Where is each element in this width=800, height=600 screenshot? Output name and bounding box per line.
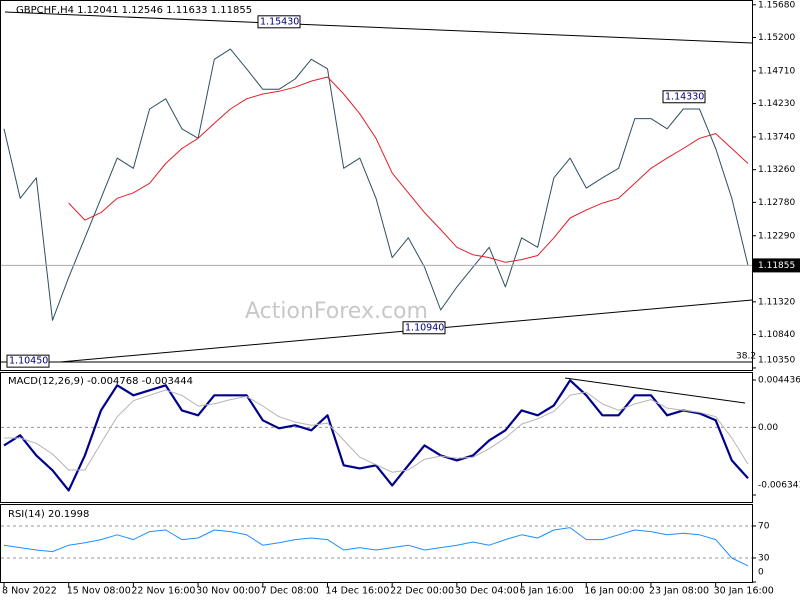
y-tick-label: 0.004436 (758, 376, 800, 386)
y-tick-label: 1.10840 (758, 330, 795, 340)
x-tick-label: 15 Nov 08:00 (67, 586, 131, 597)
price-panel (0, 0, 753, 371)
x-tick-label: 8 Nov 2022 (2, 586, 57, 597)
panel-title: MACD(12,26,9) -0.004768 -0.003444 (8, 376, 193, 387)
y-tick-label: 1.12780 (758, 198, 795, 208)
x-tick-label: 22 Nov 16:00 (131, 586, 195, 597)
x-tick-label: 30 Jan 16:00 (714, 586, 774, 597)
rsi-panel (0, 504, 753, 583)
trend-line (4, 11, 753, 44)
x-tick-label: 7 Dec 08:00 (261, 586, 319, 597)
y-tick-label: 0.00 (758, 423, 778, 433)
panel-title: GBPCHF,H4 1.12041 1.12546 1.11633 1.1185… (16, 5, 252, 16)
level-box (662, 90, 706, 104)
x-tick-label: 30 Nov 00:00 (196, 586, 260, 597)
x-tick-label: 22 Dec 00:00 (390, 586, 454, 597)
last-price-label: 1.11855 (758, 261, 795, 271)
panel-title: RSI(14) 20.1998 (8, 509, 89, 520)
watermark: ActionForex.com (245, 299, 428, 324)
y-tick-label: 1.13740 (758, 132, 795, 142)
x-tick-label: 14 Dec 16:00 (325, 586, 389, 597)
x-tick-label: 23 Jan 08:00 (649, 586, 709, 597)
level-label: 1.10450 (9, 356, 48, 367)
level-box (257, 15, 301, 29)
y-tick-label: 30 (758, 554, 770, 564)
level-label: 1.10940 (405, 322, 444, 333)
level-label: 1.15430 (260, 16, 299, 27)
x-tick-label: 6 Jan 16:00 (520, 586, 574, 597)
y-tick-label: 1.14710 (758, 66, 795, 76)
y-tick-label: -0.006341 (758, 481, 800, 491)
y-tick-label: 1.12290 (758, 231, 795, 241)
level-box (402, 321, 446, 335)
series-line (3, 48, 749, 321)
y-tick-label: 1.11320 (758, 297, 795, 307)
y-tick-label: 70 (758, 522, 770, 532)
macd-panel (0, 372, 753, 503)
y-tick-label: 1.15200 (758, 33, 795, 43)
last-price-box (753, 258, 800, 273)
y-tick-label: 1.15680 (758, 0, 795, 10)
x-tick-label: 16 Jan 00:00 (584, 586, 644, 597)
series-line (3, 527, 749, 567)
level-box (6, 354, 50, 368)
x-tick-label: 30 Dec 04:00 (455, 586, 519, 597)
y-tick-label: 1.10350 (758, 356, 795, 366)
y-tick-label: 0 (758, 568, 764, 578)
y-tick-label: 1.13260 (758, 165, 795, 175)
series-line (4, 389, 749, 473)
fib-label: 38.2 (736, 352, 756, 362)
y-tick-label: 1.14230 (758, 99, 795, 109)
series-line (68, 76, 749, 263)
level-label: 1.14330 (665, 91, 704, 102)
trend-line (564, 377, 746, 404)
